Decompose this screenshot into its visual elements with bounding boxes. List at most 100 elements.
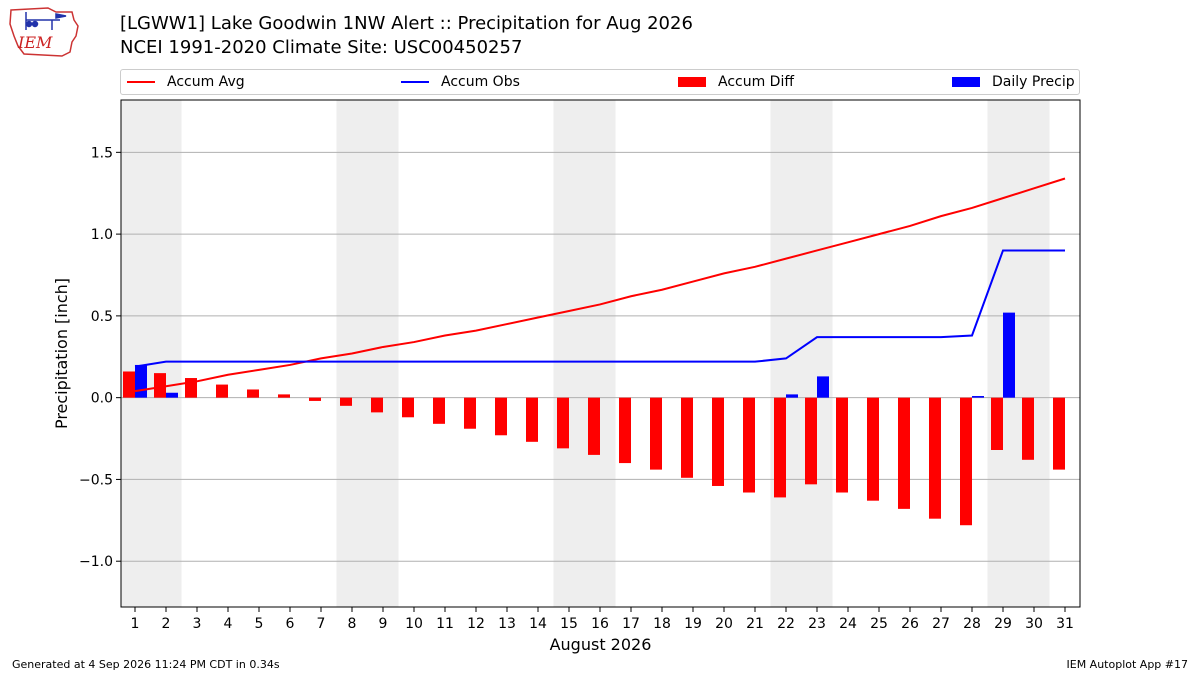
bar-accum-diff [371, 397, 383, 413]
bar-accum-diff [960, 397, 972, 526]
legend-label-accum-obs: Accum Obs [441, 74, 520, 90]
weekend-shade [336, 100, 399, 607]
x-tick-label: 7 [317, 616, 326, 632]
x-tick-label: 22 [777, 616, 795, 632]
x-tick-label: 27 [932, 616, 950, 632]
bar-accum-diff [619, 397, 631, 464]
bar-daily-precip [1003, 312, 1015, 398]
x-tick-label: 8 [348, 616, 357, 632]
iem-logo: IEM [9, 7, 79, 57]
line-accum-avg [134, 177, 1066, 393]
bar-accum-diff [309, 397, 321, 401]
x-tick-label: 9 [379, 616, 388, 632]
weekend-shade [121, 100, 182, 607]
legend-swatch-accum-avg [127, 81, 155, 83]
bar-daily-precip [166, 392, 178, 398]
bar-accum-diff [1053, 397, 1065, 470]
bar-accum-diff [433, 397, 445, 424]
bar-accum-diff [1022, 397, 1034, 460]
y-tick-label: 0.0 [91, 391, 113, 407]
bar-daily-precip [972, 396, 984, 398]
x-tick-label: 25 [870, 616, 888, 632]
bar-accum-diff [805, 397, 817, 485]
x-tick-label: 13 [498, 616, 516, 632]
x-tick-label: 15 [560, 616, 578, 632]
plot-frame [120, 99, 1081, 608]
x-tick-label: 31 [1056, 616, 1074, 632]
x-tick-label: 12 [467, 616, 485, 632]
x-tick-label: 14 [529, 616, 547, 632]
bar-accum-diff [650, 397, 662, 470]
x-tick-label: 2 [162, 616, 171, 632]
x-tick-label: 20 [715, 616, 733, 632]
bar-accum-diff [774, 397, 786, 498]
legend-item-accum-obs: Accum Obs [401, 70, 520, 94]
legend-label-daily-precip: Daily Precip [992, 74, 1075, 90]
bar-accum-diff [681, 397, 693, 478]
weekend-shade [987, 100, 1050, 607]
x-tick-label: 10 [405, 616, 423, 632]
x-tick-label: 11 [436, 616, 454, 632]
bar-accum-diff [929, 397, 941, 519]
bar-accum-diff [557, 397, 569, 449]
x-tick-label: 19 [684, 616, 702, 632]
app-credit: IEM Autoplot App #17 [1066, 658, 1189, 671]
x-tick-label: 6 [286, 616, 295, 632]
y-tick-label: 1.5 [91, 145, 113, 161]
x-tick-label: 28 [963, 616, 981, 632]
bar-accum-diff [743, 397, 755, 493]
bar-accum-diff [154, 373, 166, 398]
x-tick-label: 17 [622, 616, 640, 632]
bar-accum-diff [588, 397, 600, 455]
y-tick-label: 0.5 [91, 309, 113, 325]
bar-accum-diff [278, 394, 290, 398]
bar-accum-diff [991, 397, 1003, 450]
x-tick-label: 29 [994, 616, 1012, 632]
bar-accum-diff [526, 397, 538, 442]
legend-item-accum-diff: Accum Diff [678, 70, 794, 94]
legend-item-daily-precip: Daily Precip [952, 70, 1075, 94]
legend-label-accum-diff: Accum Diff [718, 74, 795, 90]
x-tick-label: 1 [131, 616, 140, 632]
legend-swatch-accum-obs [401, 81, 429, 83]
logo-text: IEM [17, 33, 53, 52]
weekend-shade [770, 100, 833, 607]
x-tick-label: 30 [1025, 616, 1043, 632]
x-tick-label: 26 [901, 616, 919, 632]
bar-accum-diff [340, 397, 352, 406]
bar-accum-diff [247, 389, 259, 398]
x-tick-label: 18 [653, 616, 671, 632]
x-tick-label: 21 [746, 616, 764, 632]
x-tick-label: 4 [224, 616, 233, 632]
legend-swatch-accum-diff [678, 77, 706, 87]
bar-daily-precip [817, 376, 829, 398]
bar-accum-diff [898, 397, 910, 509]
bar-accum-diff [216, 384, 228, 398]
legend-swatch-daily-precip [952, 77, 980, 87]
generated-timestamp: Generated at 4 Sep 2026 11:24 PM CDT in … [12, 658, 280, 671]
chart-title: [LGWW1] Lake Goodwin 1NW Alert :: Precip… [120, 13, 693, 34]
bar-accum-diff [402, 397, 414, 418]
x-tick-label: 23 [808, 616, 826, 632]
chart-subtitle: NCEI 1991-2020 Climate Site: USC00450257 [120, 37, 523, 58]
weather-station-icon [25, 12, 67, 30]
y-tick-label: 1.0 [91, 227, 113, 243]
bar-accum-diff [464, 397, 476, 429]
y-tick-label: −1.0 [79, 554, 113, 570]
x-tick-label: 3 [193, 616, 202, 632]
bar-accum-diff [495, 397, 507, 436]
legend-item-accum-avg: Accum Avg [127, 70, 245, 94]
bar-accum-diff [867, 397, 879, 501]
y-axis-label: Precipitation [inch] [52, 278, 71, 429]
bar-daily-precip [135, 364, 147, 398]
x-tick-label: 5 [255, 616, 264, 632]
bar-daily-precip [786, 394, 798, 398]
bar-accum-diff [712, 397, 724, 486]
y-tick-label: −0.5 [79, 472, 113, 488]
legend: Accum Avg Accum Obs Accum Diff Daily Pre… [120, 69, 1080, 95]
weekend-shade [553, 100, 616, 607]
legend-label-accum-avg: Accum Avg [167, 74, 245, 90]
line-accum-obs [134, 249, 1065, 368]
bar-accum-diff [123, 371, 135, 398]
